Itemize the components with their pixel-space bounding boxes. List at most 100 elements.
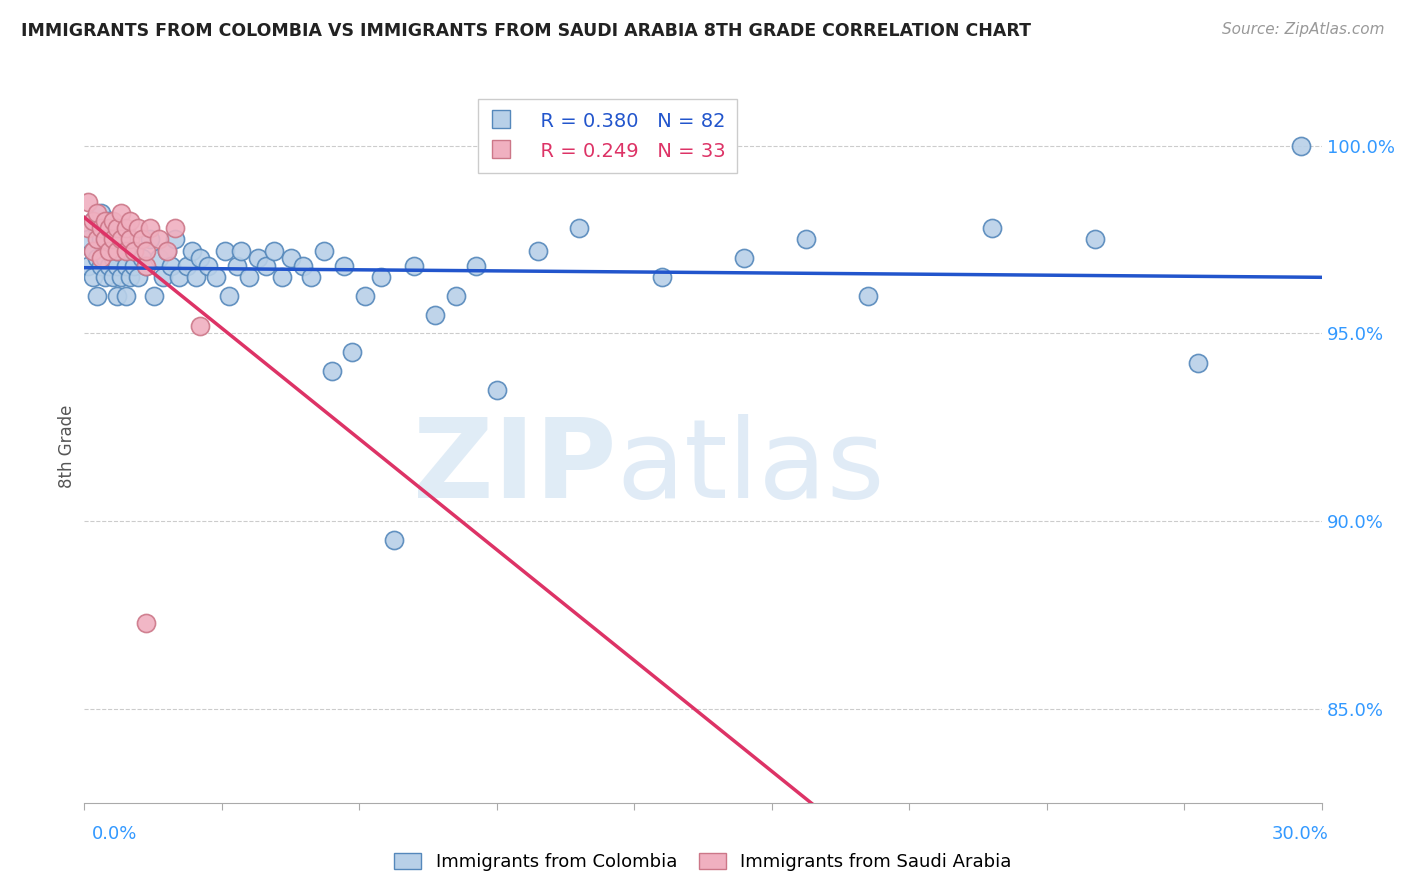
Point [139, 232, 162, 246]
Point [229, 244, 252, 258]
Legend:   R = 0.380   N = 82,   R = 0.249   N = 33: R = 0.380 N = 82, R = 0.249 N = 33 [478, 99, 738, 173]
Point [94, 213, 117, 227]
Point [105, 259, 128, 273]
Point [214, 244, 236, 258]
Point [205, 270, 228, 285]
Point [86, 251, 108, 265]
Point [404, 259, 426, 273]
Point [333, 259, 356, 273]
Point [86, 206, 108, 220]
Point [82, 244, 104, 258]
Point [86, 232, 108, 246]
Point [122, 244, 145, 258]
Text: IMMIGRANTS FROM COLOMBIA VS IMMIGRANTS FROM SAUDI ARABIA 8TH GRADE CORRELATION C: IMMIGRANTS FROM COLOMBIA VS IMMIGRANTS F… [21, 22, 1031, 40]
Point [77, 259, 100, 273]
Point [122, 244, 145, 258]
Point [353, 289, 375, 303]
Point [98, 259, 121, 273]
Point [794, 232, 817, 246]
Point [197, 259, 219, 273]
Point [127, 270, 149, 285]
Point [280, 251, 302, 265]
Point [1084, 232, 1107, 246]
Point [90, 232, 112, 246]
Point [139, 221, 162, 235]
Point [98, 221, 121, 235]
Point [218, 289, 240, 303]
Point [148, 251, 170, 265]
Point [110, 270, 132, 285]
Point [90, 259, 112, 273]
Point [156, 244, 179, 258]
Point [118, 270, 141, 285]
Point [77, 221, 100, 235]
Text: atlas: atlas [616, 414, 884, 521]
Point [856, 289, 879, 303]
Point [105, 244, 128, 258]
Point [160, 259, 183, 273]
Point [370, 270, 392, 285]
Point [188, 251, 211, 265]
Point [188, 318, 211, 333]
Point [1187, 356, 1209, 370]
Point [135, 244, 157, 258]
Point [114, 259, 136, 273]
Point [131, 251, 153, 265]
Point [254, 259, 277, 273]
Point [176, 259, 198, 273]
Point [77, 194, 100, 209]
Point [980, 221, 1002, 235]
Point [263, 244, 285, 258]
Point [82, 244, 104, 258]
Point [90, 251, 112, 265]
Point [103, 232, 125, 246]
Point [105, 244, 128, 258]
Point [86, 289, 108, 303]
Point [110, 206, 132, 220]
Text: ZIP: ZIP [413, 414, 616, 521]
Point [103, 270, 125, 285]
Point [271, 270, 294, 285]
Point [103, 213, 125, 227]
Point [165, 232, 187, 246]
Point [105, 221, 128, 235]
Point [114, 289, 136, 303]
Point [291, 259, 314, 273]
Point [94, 251, 117, 265]
Point [94, 232, 117, 246]
Point [527, 244, 550, 258]
Point [131, 232, 153, 246]
Point [312, 244, 335, 258]
Point [485, 383, 508, 397]
Point [82, 270, 104, 285]
Point [114, 221, 136, 235]
Point [118, 213, 141, 227]
Text: 30.0%: 30.0% [1272, 825, 1329, 843]
Point [98, 213, 121, 227]
Point [114, 244, 136, 258]
Point [238, 270, 260, 285]
Point [733, 251, 755, 265]
Point [90, 206, 112, 220]
Point [94, 232, 117, 246]
Point [180, 244, 202, 258]
Point [156, 244, 179, 258]
Point [444, 289, 467, 303]
Point [143, 289, 166, 303]
Point [90, 221, 112, 235]
Point [110, 232, 132, 246]
Point [135, 615, 157, 630]
Point [465, 259, 488, 273]
Point [184, 270, 207, 285]
Point [118, 232, 141, 246]
Point [127, 221, 149, 235]
Point [568, 221, 591, 235]
Point [152, 270, 174, 285]
Point [651, 270, 673, 285]
Point [135, 259, 157, 273]
Point [165, 221, 187, 235]
Point [382, 533, 405, 547]
Point [82, 213, 104, 227]
Point [135, 259, 157, 273]
Point [423, 308, 446, 322]
